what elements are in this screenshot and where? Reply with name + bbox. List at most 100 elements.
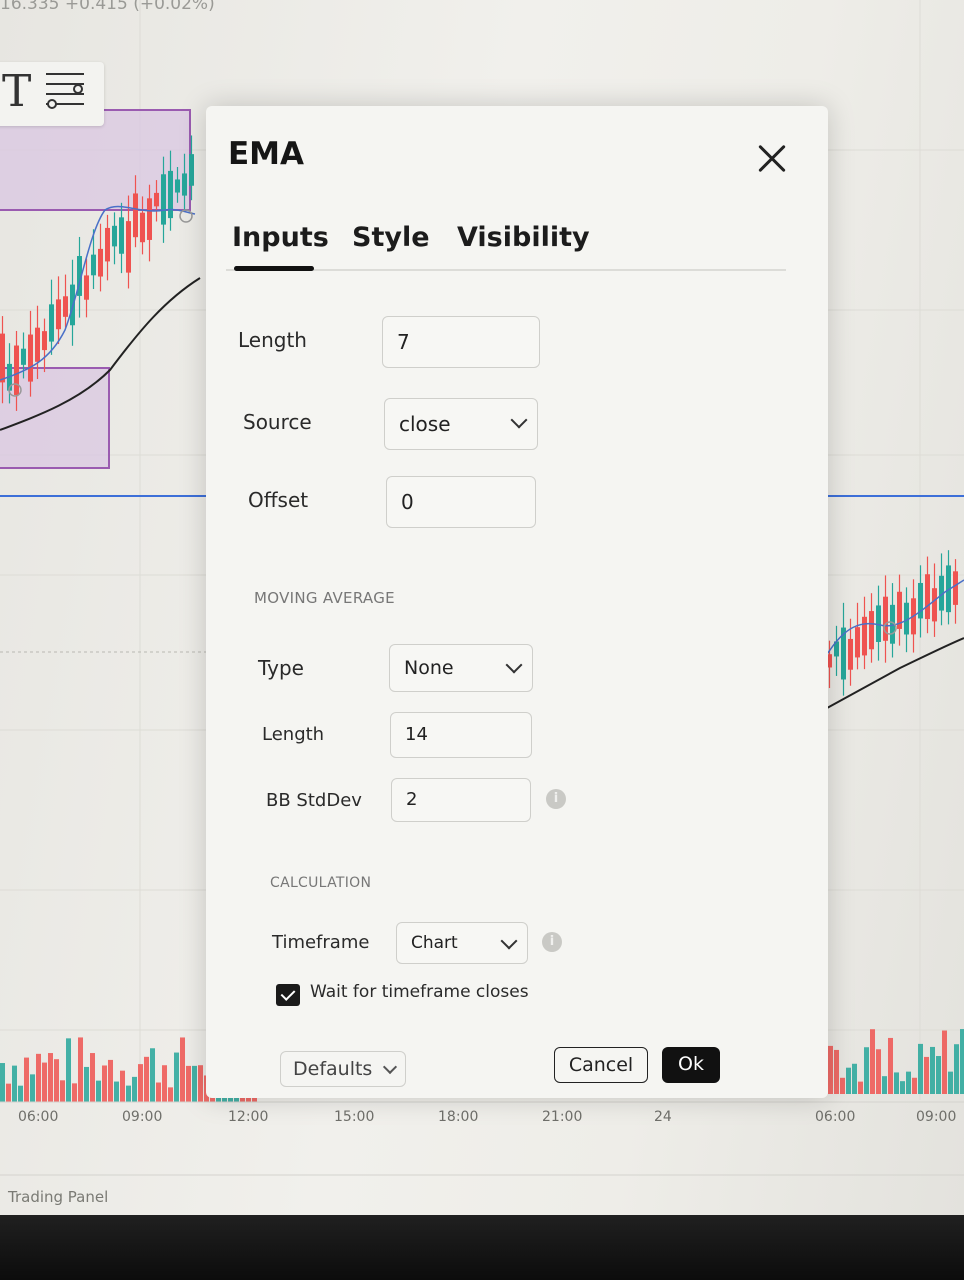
volume-bar [960,1029,964,1094]
chevron-down-icon [505,656,523,674]
cancel-button[interactable]: Cancel [554,1047,648,1083]
volume-bar [930,1046,935,1094]
time-axis-label: 09:00 [916,1109,957,1125]
tab-style[interactable]: Style [352,222,430,253]
trading-panel-label[interactable]: Trading Panel [8,1188,109,1206]
wait-for-timeframe-checkbox[interactable] [276,984,300,1006]
volume-bar [60,1080,65,1102]
info-icon[interactable]: i [542,932,562,952]
candle-body [883,596,888,641]
volume-bar [36,1053,41,1102]
bb-stddev-input[interactable]: 2 [391,778,531,822]
candle-body [890,604,895,644]
candle-body [63,296,68,317]
candle-body [862,616,867,656]
ma-type-select[interactable]: None [389,644,533,692]
volume-bar [42,1062,47,1102]
candle-body [14,345,19,395]
info-icon[interactable]: i [546,789,566,809]
volume-bar [846,1067,851,1094]
drawing-toolbar: T [0,62,104,126]
ma-length-input[interactable]: 14 [390,712,532,758]
defaults-dropdown[interactable]: Defaults [280,1051,406,1087]
candle-body [848,638,853,670]
volume-bar [108,1059,113,1102]
volume-bar [84,1066,89,1102]
volume-bar [192,1065,197,1102]
volume-bar [936,1056,941,1094]
ma-length-label: Length [262,724,325,745]
chevron-down-icon [382,1059,398,1075]
tab-visibility[interactable]: Visibility [457,222,590,253]
volume-bar [30,1074,35,1102]
candle-body [175,179,180,193]
volume-bar [954,1044,959,1094]
dialog-title: EMA [228,136,305,172]
volume-bar [840,1077,845,1094]
candle-body [105,227,110,262]
candle-body [925,574,930,620]
ema-settings-dialog: EMA Inputs Style Visibility Length 7 Sou… [206,106,828,1098]
close-icon[interactable] [752,138,792,178]
volume-bar [894,1072,899,1094]
text-tool-icon[interactable]: T [2,66,32,117]
volume-bar [174,1052,179,1102]
volume-bar [870,1029,875,1094]
time-axis-label: 18:00 [438,1109,479,1125]
ma-type-value: None [404,657,454,679]
candle-body [49,304,54,342]
calculation-section-header: CALCULATION [270,875,372,891]
candle-body [35,327,40,362]
candle-body [0,333,5,383]
time-axis-label: 12:00 [228,1109,269,1125]
volume-bar [138,1064,143,1102]
candle-body [42,331,47,351]
candle-body [897,591,902,629]
screen: 16.335 +0.415 (+0.02%) T 06:00 09:00 12:00… [0,0,964,1215]
volume-bar [918,1043,923,1094]
candle-body [112,225,117,247]
moving-average-section-header: MOVING AVERAGE [254,589,395,607]
volume-bar [900,1081,905,1094]
source-select[interactable]: close [384,398,538,450]
volume-bar [858,1081,863,1094]
bb-stddev-label: BB StdDev [266,790,362,811]
length-input[interactable]: 7 [382,316,540,368]
menu-lines-icon[interactable] [44,68,88,116]
volume-bar [882,1076,887,1094]
volume-bar [186,1065,191,1102]
candle-body [56,299,61,330]
volume-bar [162,1065,167,1102]
volume-bar [888,1037,893,1094]
candle-body [939,575,944,611]
timeframe-select[interactable]: Chart [396,922,528,964]
ok-button[interactable]: Ok [662,1047,720,1083]
volume-bar [72,1083,77,1102]
candle-body [855,627,860,658]
time-axis-label: 06:00 [815,1109,856,1125]
volume-bar [66,1038,71,1102]
candle-body [827,654,832,668]
volume-bar [942,1030,947,1094]
volume-bar [120,1070,125,1102]
candle-body [140,212,145,243]
time-axis-label: 15:00 [334,1109,375,1125]
candle-body [91,254,96,276]
volume-bar [90,1053,95,1102]
volume-bar [150,1048,155,1102]
wait-for-timeframe-label: Wait for timeframe closes [310,982,529,1002]
source-label: Source [243,410,312,434]
volume-bar [198,1065,203,1102]
volume-bar [852,1063,857,1094]
tab-inputs[interactable]: Inputs [232,222,329,253]
candle-body [28,334,33,382]
offset-input[interactable]: 0 [386,476,536,528]
candle-body [147,198,152,240]
volume-bar [18,1085,23,1102]
candle-body [918,582,923,619]
candle-body [834,641,839,657]
defaults-label: Defaults [293,1058,373,1080]
candle-body [21,348,26,365]
volume-bar [864,1047,869,1094]
price-change-text: 16.335 +0.415 (+0.02%) [0,0,215,14]
